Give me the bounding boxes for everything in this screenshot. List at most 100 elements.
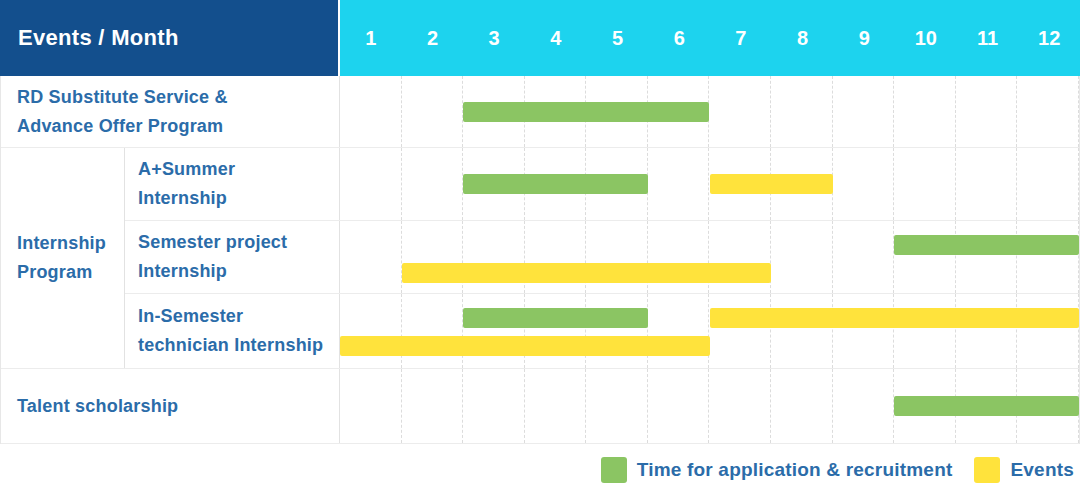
- group-subrows: A+Summer Internship Semester project Int…: [125, 148, 1079, 368]
- legend: Time for application & recruitment Event…: [0, 444, 1080, 494]
- month-grid-cell: [648, 148, 710, 220]
- month-grid-cell: [894, 294, 956, 368]
- table-row-semester-project: Semester project Internship: [125, 220, 1079, 293]
- month-grid-cell: [1017, 294, 1079, 368]
- row-chart-area: [340, 294, 1079, 368]
- table-row-talent-scholarship: Talent scholarship: [1, 369, 1079, 444]
- legend-item-application: Time for application & recruitment: [601, 457, 953, 483]
- table-body: RD Substitute Service & Advance Offer Pr…: [0, 76, 1080, 444]
- gantt-bar-events: [402, 263, 772, 283]
- month-grid-cell: [402, 148, 464, 220]
- group-label: Internship Program: [17, 229, 106, 287]
- month-grid-cell: [833, 221, 895, 293]
- month-grid-cell: [956, 294, 1018, 368]
- group-label-cell: Internship Program: [1, 148, 125, 368]
- month-grid-cell: [894, 148, 956, 220]
- month-grid-cell: [463, 369, 525, 443]
- gantt-bar-application: [894, 235, 1079, 255]
- month-grid-cell: [771, 294, 833, 368]
- row-label: Talent scholarship: [17, 392, 178, 421]
- month-grid-cell: [833, 369, 895, 443]
- events-month-header-cell: Events / Month: [0, 0, 340, 76]
- month-grid-cell: [340, 221, 402, 293]
- month-grid-cell: [833, 294, 895, 368]
- row-chart-area: [340, 369, 1079, 443]
- month-grid-cell: [1017, 76, 1079, 147]
- gantt-bar-events: [710, 308, 1080, 328]
- legend-label-application: Time for application & recruitment: [637, 459, 953, 481]
- month-grid-cell: [1017, 221, 1079, 293]
- subrow-label-cell: Semester project Internship: [125, 221, 340, 293]
- month-header-cell: 8: [772, 0, 834, 76]
- gantt-bar-application: [463, 102, 709, 122]
- month-grid-cell: [709, 369, 771, 443]
- month-grid-cell: [709, 294, 771, 368]
- month-grid-cell: [709, 76, 771, 147]
- month-header-cell: 11: [957, 0, 1019, 76]
- month-grid-cell: [340, 369, 402, 443]
- month-grid-cell: [894, 221, 956, 293]
- gantt-bar-events: [340, 336, 710, 356]
- month-grid-cell: [340, 294, 402, 368]
- row-label: Semester project Internship: [138, 228, 287, 286]
- row-label: RD Substitute Service & Advance Offer Pr…: [17, 83, 228, 141]
- month-grid-cell: [340, 148, 402, 220]
- month-grid-cell: [956, 148, 1018, 220]
- internship-program-group: Internship Program A+Summer Internship S…: [1, 148, 1079, 369]
- month-header-cell: 7: [710, 0, 772, 76]
- month-grid-cell: [402, 369, 464, 443]
- table-row-rd-substitute: RD Substitute Service & Advance Offer Pr…: [1, 76, 1079, 148]
- month-header-cell: 2: [402, 0, 464, 76]
- month-grid-cell: [771, 76, 833, 147]
- subrow-label-cell: In-Semester technician Internship: [125, 294, 340, 368]
- legend-item-events: Events: [974, 457, 1074, 483]
- events-yellow-swatch-icon: [974, 457, 1000, 483]
- month-header-cell: 6: [648, 0, 710, 76]
- table-row-in-semester-technician: In-Semester technician Internship: [125, 293, 1079, 368]
- month-header-cell: 12: [1018, 0, 1080, 76]
- row-chart-area: [340, 76, 1079, 147]
- month-header-cell: 1: [340, 0, 402, 76]
- gantt-schedule-infographic: Events / Month 123456789101112 RD Substi…: [0, 0, 1080, 494]
- month-grid-cell: [833, 148, 895, 220]
- month-header-cell: 5: [587, 0, 649, 76]
- month-header-cell: 10: [895, 0, 957, 76]
- row-chart-area: [340, 221, 1079, 293]
- gantt-bar-application: [463, 174, 648, 194]
- month-grid-cell: [648, 369, 710, 443]
- month-grid-cell: [1017, 148, 1079, 220]
- month-grid-cell: [833, 76, 895, 147]
- month-header-cell: 4: [525, 0, 587, 76]
- table-row-a-plus-summer: A+Summer Internship: [125, 148, 1079, 220]
- month-grid-cell: [463, 294, 525, 368]
- gantt-bar-application: [463, 308, 648, 328]
- month-grid-cell: [402, 294, 464, 368]
- month-grid-cell: [586, 294, 648, 368]
- month-grid-cell: [956, 221, 1018, 293]
- month-grid-cell: [894, 76, 956, 147]
- month-grid-cell: [771, 369, 833, 443]
- month-grid-cell: [525, 294, 587, 368]
- month-header-cell: 9: [833, 0, 895, 76]
- application-green-swatch-icon: [601, 457, 627, 483]
- events-month-label: Events / Month: [18, 25, 179, 51]
- month-grid-cell: [956, 76, 1018, 147]
- gantt-bar-events: [710, 174, 833, 194]
- gantt-bar-application: [894, 396, 1079, 416]
- month-grid-cell: [340, 76, 402, 147]
- row-label: In-Semester technician Internship: [138, 302, 323, 360]
- legend-label-events: Events: [1010, 459, 1074, 481]
- row-label: A+Summer Internship: [138, 155, 235, 213]
- subrow-label-cell: A+Summer Internship: [125, 148, 340, 220]
- month-grid-cell: [525, 369, 587, 443]
- month-header-row: 123456789101112: [340, 0, 1080, 76]
- row-chart-area: [340, 148, 1079, 220]
- month-grid-cell: [771, 221, 833, 293]
- month-grid-cell: [586, 369, 648, 443]
- month-grid-cell: [402, 76, 464, 147]
- header-row: Events / Month 123456789101112: [0, 0, 1080, 76]
- month-grid-cell: [648, 294, 710, 368]
- row-label-cell: RD Substitute Service & Advance Offer Pr…: [1, 76, 340, 147]
- month-header-cell: 3: [463, 0, 525, 76]
- row-label-cell: Talent scholarship: [1, 369, 340, 443]
